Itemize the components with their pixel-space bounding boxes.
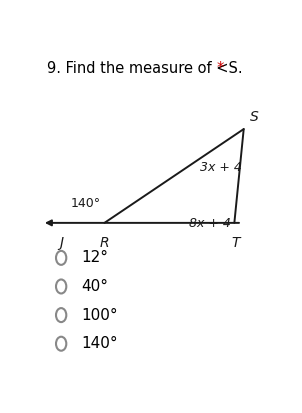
- Text: 140°: 140°: [71, 197, 101, 210]
- Text: *: *: [217, 61, 224, 76]
- Text: S: S: [249, 110, 258, 124]
- Text: 12°: 12°: [81, 250, 108, 266]
- Text: 40°: 40°: [81, 279, 108, 294]
- Text: R: R: [100, 235, 109, 249]
- Text: 100°: 100°: [81, 308, 118, 323]
- Text: T: T: [231, 235, 240, 249]
- Text: 8x + 4: 8x + 4: [189, 216, 231, 230]
- Text: J: J: [59, 235, 63, 249]
- Text: 9. Find the measure of <S.: 9. Find the measure of <S.: [47, 61, 247, 76]
- Text: 3x + 4: 3x + 4: [201, 161, 242, 174]
- Text: 140°: 140°: [81, 336, 118, 351]
